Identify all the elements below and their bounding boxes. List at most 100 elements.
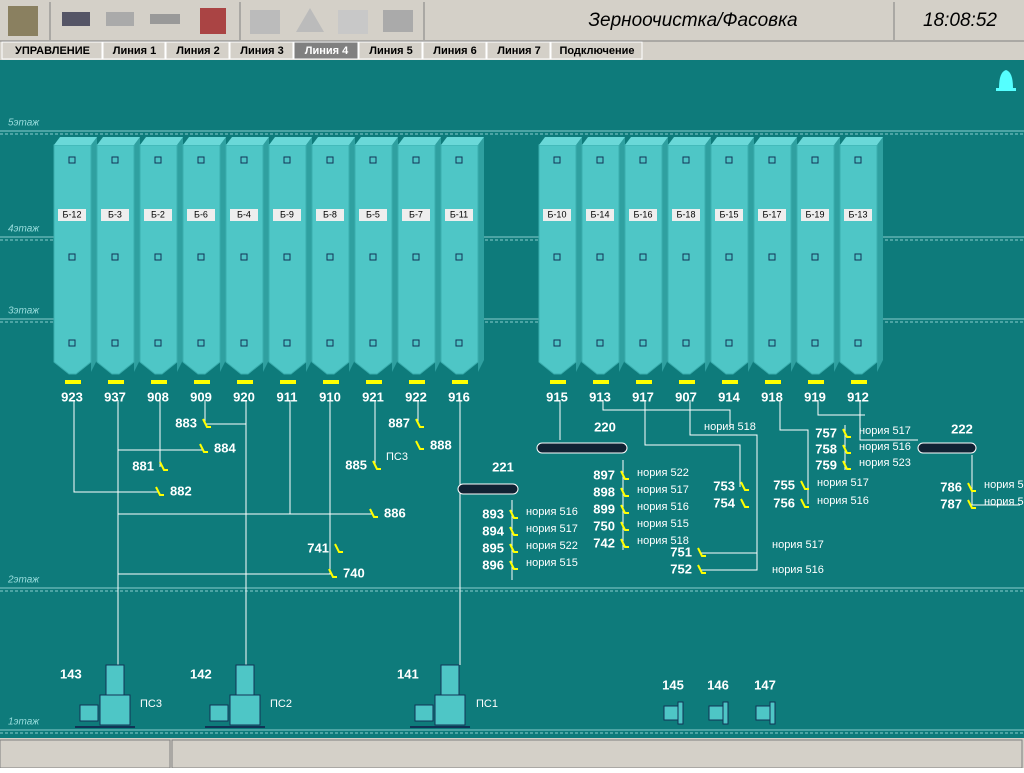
doc-icon[interactable]: [250, 10, 280, 34]
bin-side: [435, 137, 441, 372]
valve-label: 757: [815, 425, 837, 440]
gate-label: 915: [546, 389, 568, 404]
floor-label: 3этаж: [8, 306, 40, 317]
tool-icon[interactable]: [62, 12, 90, 26]
gate[interactable]: [409, 380, 425, 384]
bin-top: [754, 137, 797, 145]
fan-housing: [678, 702, 683, 724]
tools-icon[interactable]: [200, 8, 226, 34]
valve-label: 750: [593, 518, 615, 533]
valve-label: 751: [670, 544, 692, 559]
bin-tag: Б-12: [63, 209, 82, 219]
pump-body[interactable]: [230, 695, 260, 725]
valve-destination: нория 517: [526, 523, 578, 535]
bin-side: [177, 137, 183, 372]
gate[interactable]: [722, 380, 738, 384]
bin-top: [140, 137, 183, 145]
valve-label: 754: [713, 495, 735, 510]
gate[interactable]: [550, 380, 566, 384]
pump-label: 141: [397, 666, 419, 681]
fan[interactable]: [756, 706, 770, 720]
valve-label: 896: [482, 557, 504, 572]
gate-label: 910: [319, 389, 341, 404]
bin-top: [441, 137, 484, 145]
gate-label: 937: [104, 389, 126, 404]
bin-tag: Б-18: [677, 209, 696, 219]
gate[interactable]: [679, 380, 695, 384]
bin-top: [840, 137, 883, 145]
note: нория 517: [772, 539, 824, 551]
gate[interactable]: [237, 380, 253, 384]
valve-label: 755: [773, 477, 795, 492]
conveyor[interactable]: [537, 443, 627, 453]
table-icon[interactable]: [383, 10, 413, 32]
floor-label: 2этаж: [7, 575, 40, 586]
floor-label: 5этаж: [8, 118, 40, 129]
gate[interactable]: [366, 380, 382, 384]
gate[interactable]: [808, 380, 824, 384]
tab-label: Подключение: [559, 45, 634, 57]
gate[interactable]: [765, 380, 781, 384]
bin-tag: Б-4: [237, 209, 251, 219]
bin-top: [711, 137, 754, 145]
bin-side: [306, 137, 312, 372]
conveyor[interactable]: [918, 443, 976, 453]
conveyor[interactable]: [458, 484, 518, 494]
chart-icon[interactable]: [338, 10, 368, 34]
exit-icon[interactable]: [8, 6, 38, 36]
valve-destination: нория 517: [817, 477, 869, 489]
valve-label: 884: [214, 440, 236, 455]
gate-label: 923: [61, 389, 83, 404]
pump-label: 143: [60, 666, 82, 681]
bin-top: [97, 137, 140, 145]
gate[interactable]: [108, 380, 124, 384]
gate[interactable]: [452, 380, 468, 384]
bin-tag: Б-15: [720, 209, 739, 219]
bin-top: [797, 137, 840, 145]
gate[interactable]: [194, 380, 210, 384]
fan[interactable]: [709, 706, 723, 720]
valve-label: 899: [593, 501, 615, 516]
gate[interactable]: [323, 380, 339, 384]
pump-body[interactable]: [435, 695, 465, 725]
tool-icon[interactable]: [106, 12, 134, 26]
bin-top: [668, 137, 711, 145]
valve-destination: нория 523: [859, 457, 911, 469]
bin-side: [478, 137, 484, 372]
key-icon[interactable]: [150, 14, 180, 24]
pump-tag: ПС3: [140, 698, 162, 710]
valve-destination: нория 522: [526, 540, 578, 552]
valve-label: 898: [593, 484, 615, 499]
gate[interactable]: [593, 380, 609, 384]
screen-title: Зерноочистка/Фасовка: [588, 10, 797, 31]
gate[interactable]: [151, 380, 167, 384]
bin-tag: Б-19: [806, 209, 825, 219]
valve-destination: нория 522: [637, 467, 689, 479]
conveyor-label: 222: [951, 421, 973, 436]
fan-housing: [723, 702, 728, 724]
gate[interactable]: [851, 380, 867, 384]
valve-destination: нория 516: [859, 441, 911, 453]
gate[interactable]: [280, 380, 296, 384]
gate[interactable]: [65, 380, 81, 384]
fan-label: 145: [662, 677, 684, 692]
bin-top: [54, 137, 97, 145]
valve-destination: нория 516: [817, 495, 869, 507]
gate-label: 921: [362, 389, 384, 404]
bin-top: [539, 137, 582, 145]
bin-side: [662, 137, 668, 372]
gate[interactable]: [636, 380, 652, 384]
gate-label: 913: [589, 389, 611, 404]
fan-label: 146: [707, 677, 729, 692]
tab-label: Линия 5: [369, 45, 412, 57]
bin-top: [226, 137, 269, 145]
valve-label: 756: [773, 495, 795, 510]
valve-destination: нория 515: [637, 518, 689, 530]
bin-tag: Б-10: [548, 209, 567, 219]
valve-label: 752: [670, 561, 692, 576]
pump-body[interactable]: [100, 695, 130, 725]
bin-tag: Б-14: [591, 209, 610, 219]
fan[interactable]: [664, 706, 678, 720]
pump-tag: ПС2: [270, 698, 292, 710]
